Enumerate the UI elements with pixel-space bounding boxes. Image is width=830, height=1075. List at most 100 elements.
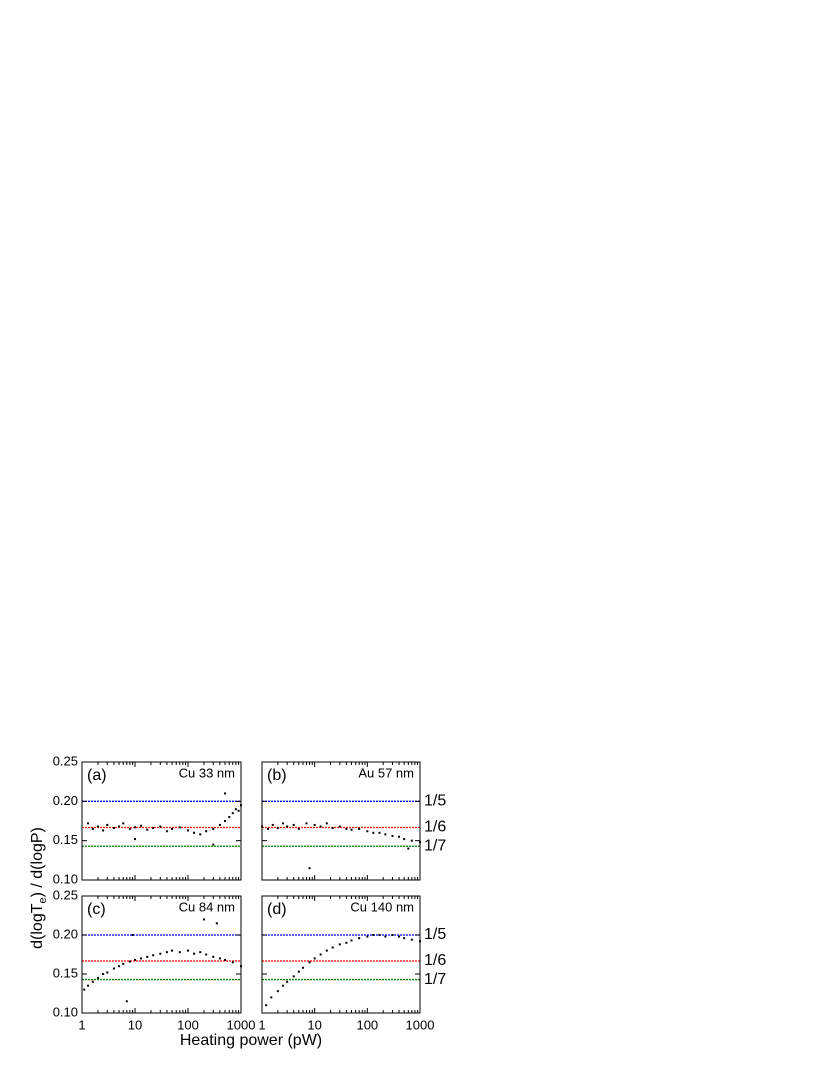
- x-tick-label: 100: [356, 1017, 378, 1032]
- point: [281, 822, 284, 825]
- point: [407, 847, 410, 850]
- panel-title: Cu 84 nm: [179, 899, 235, 914]
- reference-label: 1/7: [424, 837, 446, 854]
- point: [358, 827, 361, 830]
- point: [345, 941, 348, 944]
- y-tick-label: 0.10: [53, 871, 78, 886]
- point: [228, 816, 231, 819]
- point: [140, 824, 143, 827]
- point: [398, 835, 401, 838]
- point: [125, 1000, 128, 1003]
- x-tick-label: 1: [78, 1017, 85, 1032]
- point: [403, 937, 406, 940]
- point: [286, 825, 289, 828]
- reference-label: 1/5: [424, 793, 446, 810]
- point: [345, 827, 348, 830]
- point: [122, 962, 125, 965]
- point: [331, 946, 334, 949]
- point: [106, 823, 109, 826]
- reference-label: 1/6: [424, 952, 446, 969]
- y-label-rest: ) / d(logP): [29, 827, 46, 897]
- point: [384, 935, 387, 938]
- point: [271, 823, 274, 826]
- point: [118, 965, 121, 968]
- point: [112, 967, 115, 970]
- panel-label: (a): [87, 767, 107, 784]
- plot-frame: [81, 761, 242, 881]
- point: [338, 825, 341, 828]
- point: [205, 953, 208, 956]
- x-tick-label: 10: [307, 1017, 321, 1032]
- y-tick-label: 0.10: [53, 1004, 78, 1019]
- point: [96, 976, 99, 979]
- point: [319, 953, 322, 956]
- point: [140, 957, 143, 960]
- point: [234, 808, 237, 811]
- point: [265, 1004, 268, 1007]
- point: [128, 960, 131, 963]
- point: [267, 827, 270, 830]
- point: [102, 973, 105, 975]
- point: [372, 831, 375, 834]
- panel-title: Cu 140 nm: [350, 899, 414, 914]
- point: [202, 918, 205, 921]
- point: [224, 792, 227, 795]
- point: [146, 828, 149, 831]
- point: [178, 951, 181, 954]
- point: [231, 812, 234, 815]
- point: [292, 975, 295, 978]
- point: [366, 935, 369, 938]
- y-tick-label: 0.25: [53, 887, 78, 902]
- point: [410, 938, 413, 941]
- point: [91, 980, 94, 983]
- point: [378, 831, 381, 834]
- point: [308, 867, 311, 870]
- x-tick-label: 10: [128, 1017, 142, 1032]
- point: [231, 961, 234, 964]
- point: [308, 961, 311, 964]
- y-label-main: d(logT: [29, 903, 46, 949]
- point: [372, 934, 375, 936]
- x-axis-label: Heating power (pW): [180, 1032, 322, 1049]
- point: [134, 958, 136, 961]
- panel-label: (c): [87, 901, 106, 918]
- point: [212, 827, 215, 830]
- point: [96, 825, 99, 828]
- point: [403, 838, 406, 841]
- point: [118, 825, 121, 828]
- point: [301, 966, 304, 969]
- point: [297, 827, 300, 830]
- point: [187, 829, 189, 832]
- point: [350, 828, 353, 831]
- point: [112, 827, 115, 830]
- point: [331, 827, 334, 830]
- point: [281, 984, 284, 987]
- point: [152, 954, 155, 957]
- point: [106, 971, 109, 974]
- point: [193, 952, 196, 955]
- point: [193, 831, 196, 834]
- point: [87, 984, 90, 987]
- plot-frame: [81, 895, 242, 1014]
- x-tick-label: 100: [177, 1017, 199, 1032]
- point: [313, 957, 316, 960]
- panel-title: Cu 33 nm: [179, 765, 235, 780]
- point: [297, 970, 300, 973]
- point: [338, 943, 341, 946]
- point: [83, 988, 86, 991]
- point: [319, 825, 322, 828]
- point: [128, 827, 131, 830]
- point: [212, 843, 215, 846]
- x-tick-label: 1000: [406, 1017, 435, 1032]
- point: [134, 838, 136, 841]
- y-tick-label: 0.15: [53, 965, 78, 980]
- point: [398, 935, 401, 938]
- reference-label: 1/6: [424, 819, 446, 836]
- point: [122, 822, 125, 825]
- point: [313, 823, 316, 826]
- point: [152, 827, 155, 830]
- point: [276, 827, 279, 830]
- point: [146, 955, 149, 958]
